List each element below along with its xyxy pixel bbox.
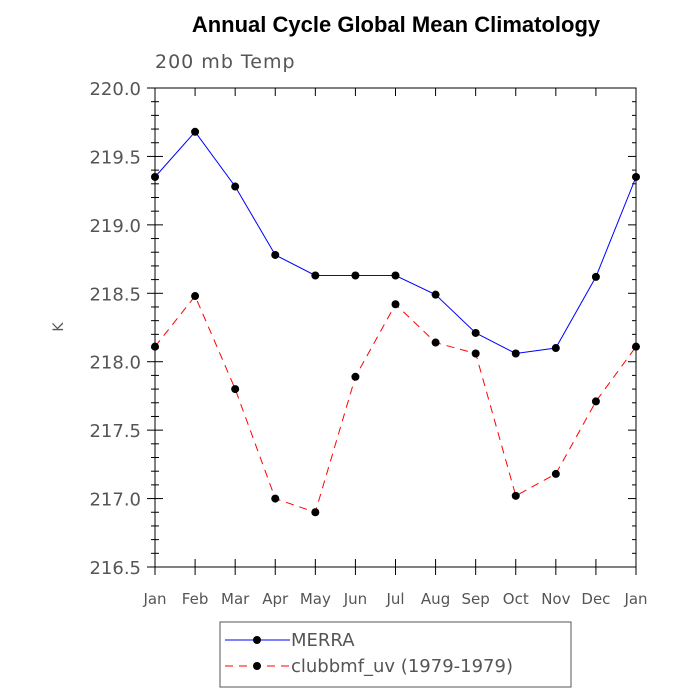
plot-area-frame xyxy=(154,87,637,568)
legend-box xyxy=(219,621,572,688)
chart-title: Annual Cycle Global Mean Climatology xyxy=(192,12,601,37)
y-tick-label: 217.5 xyxy=(89,421,141,442)
y-tick-label: 218.0 xyxy=(89,353,141,374)
x-tick-label: Apr xyxy=(262,590,289,608)
series-1-point xyxy=(271,494,280,503)
series-0-point xyxy=(431,290,440,299)
series-layer xyxy=(151,127,640,517)
series-line-0 xyxy=(154,131,637,355)
series-0-point xyxy=(471,328,480,337)
x-tick-label: Jun xyxy=(343,590,367,608)
series-0-point xyxy=(351,271,360,280)
legend-marker-merra xyxy=(253,636,261,644)
x-tick-label: Feb xyxy=(182,590,209,608)
series-0-point xyxy=(591,272,600,281)
series-1-point xyxy=(191,292,200,301)
series-1-point xyxy=(151,342,159,351)
x-tick-label: Jan xyxy=(623,590,647,608)
x-tick-label: Nov xyxy=(541,590,570,608)
series-0-point xyxy=(632,172,640,181)
series-0-point xyxy=(551,344,560,353)
series-1-point xyxy=(391,300,400,309)
y-tick-label: 216.5 xyxy=(89,558,141,579)
y-axis-ticks: 216.5 217.0 217.5 218.0 218.5 219.0 219.5 220.0 xyxy=(89,79,636,579)
series-0-point xyxy=(391,271,400,280)
x-tick-label: May xyxy=(300,590,331,608)
chart-subtitle: 200 mb Temp xyxy=(155,51,296,73)
x-tick-label: Mar xyxy=(221,590,250,608)
y-tick-label: 218.5 xyxy=(89,284,141,305)
x-tick-label: Oct xyxy=(503,590,529,608)
series-1-point xyxy=(431,338,440,347)
y-axis-label: K xyxy=(51,322,67,332)
y-tick-label: 219.5 xyxy=(89,147,141,168)
series-0-point xyxy=(191,127,200,136)
series-0-point xyxy=(271,250,280,259)
series-0-point xyxy=(231,182,240,191)
y-tick-label: 217.0 xyxy=(89,490,141,511)
series-1-point xyxy=(231,385,240,394)
legend-label-clubbmf-uv: clubbmf_uv (1979-1979) xyxy=(291,656,513,677)
x-tick-label: Dec xyxy=(581,590,610,608)
series-line-1 xyxy=(154,295,637,513)
x-tick-label: Jan xyxy=(142,590,166,608)
series-1-point xyxy=(311,508,320,517)
legend-label-merra: MERRA xyxy=(291,630,355,651)
series-1-point xyxy=(591,397,600,406)
y-tick-label: 219.0 xyxy=(89,216,141,237)
series-1-point xyxy=(551,469,560,478)
series-1-point xyxy=(471,349,480,358)
series-0-point xyxy=(311,271,320,280)
series-1-point xyxy=(632,342,640,351)
series-1-point xyxy=(351,372,360,381)
y-tick-label: 220.0 xyxy=(89,79,141,100)
legend-marker-clubbmf-uv xyxy=(253,662,261,670)
x-tick-label: Jul xyxy=(385,590,404,608)
series-0-point xyxy=(511,349,520,358)
x-tick-label: Sep xyxy=(462,590,490,608)
x-axis-ticks: Jan Feb Mar Apr May Jun Jul Aug Sep Oct Nov Dec Jan xyxy=(142,88,648,608)
x-tick-label: Aug xyxy=(421,590,450,608)
series-1-point xyxy=(511,491,520,500)
series-0-point xyxy=(151,172,159,181)
legend: MERRA clubbmf_uv (1979-1979) xyxy=(219,621,572,688)
